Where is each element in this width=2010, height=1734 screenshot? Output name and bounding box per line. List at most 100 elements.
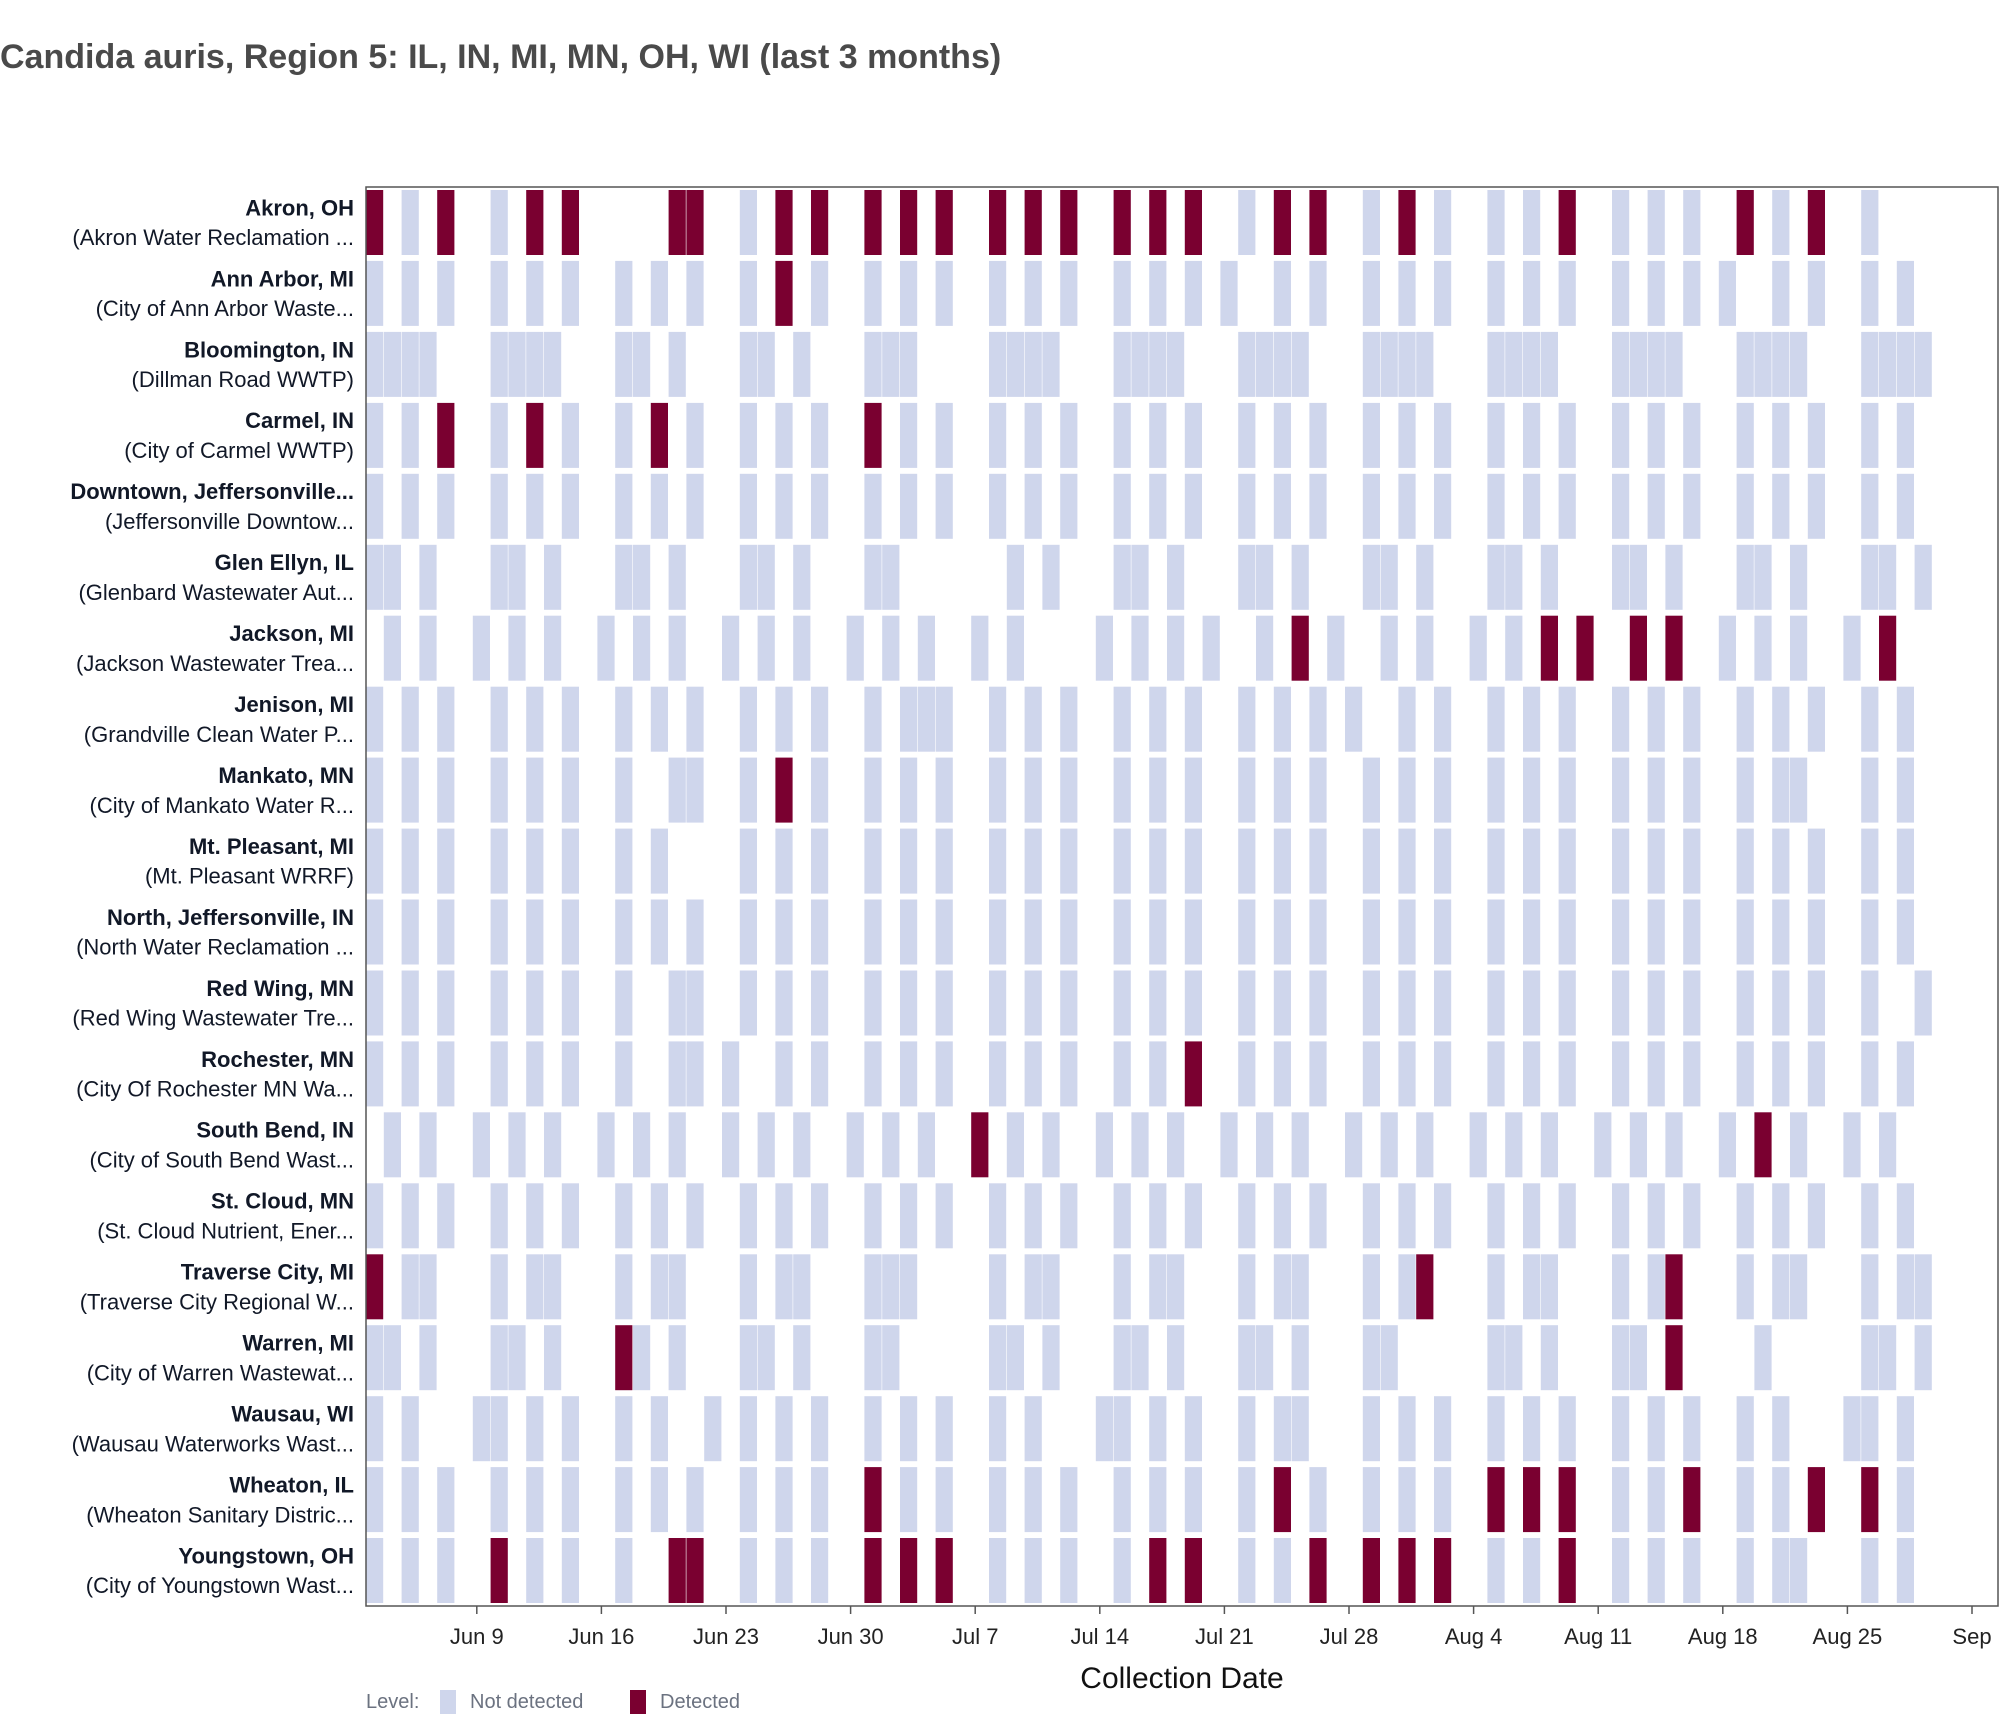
not-detected-cell [864, 1041, 882, 1107]
not-detected-cell [882, 615, 900, 681]
not-detected-cell [1683, 1041, 1701, 1107]
detected-cell [1523, 1467, 1541, 1533]
not-detected-cell [1149, 757, 1167, 823]
not-detected-cell [1060, 1538, 1078, 1603]
detected-cell [1665, 1325, 1683, 1391]
not-detected-cell [900, 1254, 918, 1320]
not-detected-cell [1647, 402, 1665, 468]
not-detected-cell [615, 402, 633, 468]
not-detected-cell [722, 1112, 740, 1178]
not-detected-cell [775, 402, 793, 468]
site-row [366, 1041, 1914, 1107]
not-detected-cell [1879, 331, 1897, 397]
not-detected-cell [597, 1112, 615, 1178]
detected-cell [1629, 615, 1647, 681]
not-detected-cell [1683, 473, 1701, 539]
not-detected-cell [1558, 260, 1576, 326]
not-detected-cell [1238, 1254, 1256, 1320]
not-detected-cell [1095, 1396, 1113, 1462]
not-detected-cell [1434, 757, 1452, 823]
not-detected-cell [686, 686, 704, 752]
not-detected-cell [900, 1041, 918, 1107]
not-detected-cell [917, 615, 935, 681]
not-detected-cell [1736, 402, 1754, 468]
not-detected-cell [1612, 1183, 1630, 1249]
not-detected-cell [1362, 260, 1380, 326]
not-detected-cell [811, 686, 829, 752]
not-detected-cell [615, 1041, 633, 1107]
detected-cell [864, 1467, 882, 1533]
site-row [366, 260, 1914, 326]
not-detected-cell [793, 1112, 811, 1178]
not-detected-cell [1238, 1467, 1256, 1533]
not-detected-cell [1861, 970, 1879, 1036]
not-detected-cell [739, 331, 757, 397]
not-detected-cell [1683, 190, 1701, 255]
site-labels: Akron, OH (Akron Water Reclamation ... Ann… [70, 195, 354, 1598]
not-detected-cell [1113, 331, 1131, 397]
not-detected-cell [544, 1325, 562, 1391]
not-detected-cell [1273, 1183, 1291, 1249]
not-detected-cell [1220, 1112, 1238, 1178]
not-detected-cell [1683, 757, 1701, 823]
not-detected-cell [1612, 899, 1630, 965]
not-detected-cell [490, 1325, 508, 1391]
not-detected-cell [1362, 1254, 1380, 1320]
not-detected-cell [1487, 402, 1505, 468]
not-detected-cell [1665, 1112, 1683, 1178]
not-detected-cell [1612, 1396, 1630, 1462]
not-detected-cell [1772, 1183, 1790, 1249]
not-detected-cell [935, 402, 953, 468]
not-detected-cell [864, 473, 882, 539]
not-detected-cell [1149, 1183, 1167, 1249]
not-detected-cell [1238, 828, 1256, 894]
site-row [383, 615, 1897, 681]
site-name-label: Mt. Pleasant, MI [189, 834, 354, 859]
not-detected-cell [1345, 686, 1363, 752]
not-detected-cell [1006, 331, 1024, 397]
not-detected-cell [401, 402, 419, 468]
not-detected-cell [739, 260, 757, 326]
not-detected-cell [1879, 544, 1897, 610]
not-detected-cell [650, 1467, 668, 1533]
not-detected-cell [1024, 1041, 1042, 1107]
not-detected-cell [490, 544, 508, 610]
not-detected-cell [1060, 1183, 1078, 1249]
not-detected-cell [1772, 1467, 1790, 1533]
not-detected-cell [1896, 686, 1914, 752]
not-detected-cell [739, 1538, 757, 1603]
not-detected-cell [1309, 899, 1327, 965]
detected-cell [1576, 615, 1594, 681]
not-detected-cell [1523, 402, 1541, 468]
not-detected-cell [1487, 686, 1505, 752]
not-detected-cell [597, 615, 615, 681]
not-detected-cell [419, 1254, 437, 1320]
not-detected-cell [1754, 1325, 1772, 1391]
not-detected-cell [366, 1041, 384, 1107]
site-name-label: Downtown, Jeffersonville... [70, 479, 354, 504]
not-detected-cell [1362, 1041, 1380, 1107]
not-detected-cell [1434, 970, 1452, 1036]
not-detected-cell [1184, 1467, 1202, 1533]
not-detected-cell [1790, 544, 1808, 610]
not-detected-cell [1612, 402, 1630, 468]
not-detected-cell [366, 1183, 384, 1249]
not-detected-cell [1896, 260, 1914, 326]
detected-cell [526, 190, 544, 255]
not-detected-cell [1647, 686, 1665, 752]
not-detected-cell [1487, 473, 1505, 539]
not-detected-cell [1113, 1254, 1131, 1320]
not-detected-cell [1896, 331, 1914, 397]
not-detected-cell [1113, 757, 1131, 823]
not-detected-cell [1861, 1396, 1879, 1462]
detected-cell [1291, 615, 1309, 681]
not-detected-cell [615, 1538, 633, 1603]
not-detected-cell [526, 757, 544, 823]
not-detected-cell [757, 544, 775, 610]
not-detected-cell [1612, 544, 1630, 610]
detected-cell [935, 190, 953, 255]
not-detected-cell [1273, 828, 1291, 894]
site-row [366, 331, 1932, 397]
not-detected-cell [793, 615, 811, 681]
not-detected-cell [1434, 260, 1452, 326]
